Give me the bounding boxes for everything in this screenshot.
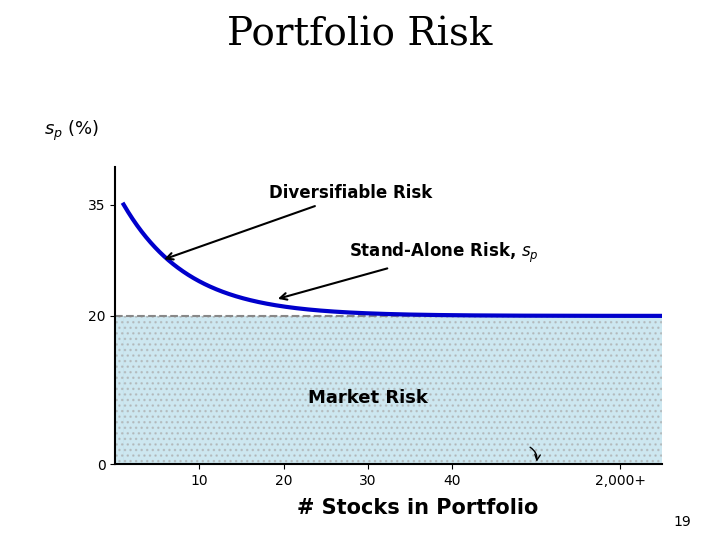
Text: Stand-Alone Risk, $s_p$: Stand-Alone Risk, $s_p$ (280, 241, 539, 300)
Text: # Stocks in Portfolio: # Stocks in Portfolio (297, 498, 539, 518)
Text: Portfolio Risk: Portfolio Risk (228, 16, 492, 53)
Text: 19: 19 (673, 515, 691, 529)
Text: Market Risk: Market Risk (308, 389, 428, 407)
Text: $s_p$ (%): $s_p$ (%) (45, 119, 99, 143)
Text: Diversifiable Risk: Diversifiable Risk (166, 184, 433, 259)
